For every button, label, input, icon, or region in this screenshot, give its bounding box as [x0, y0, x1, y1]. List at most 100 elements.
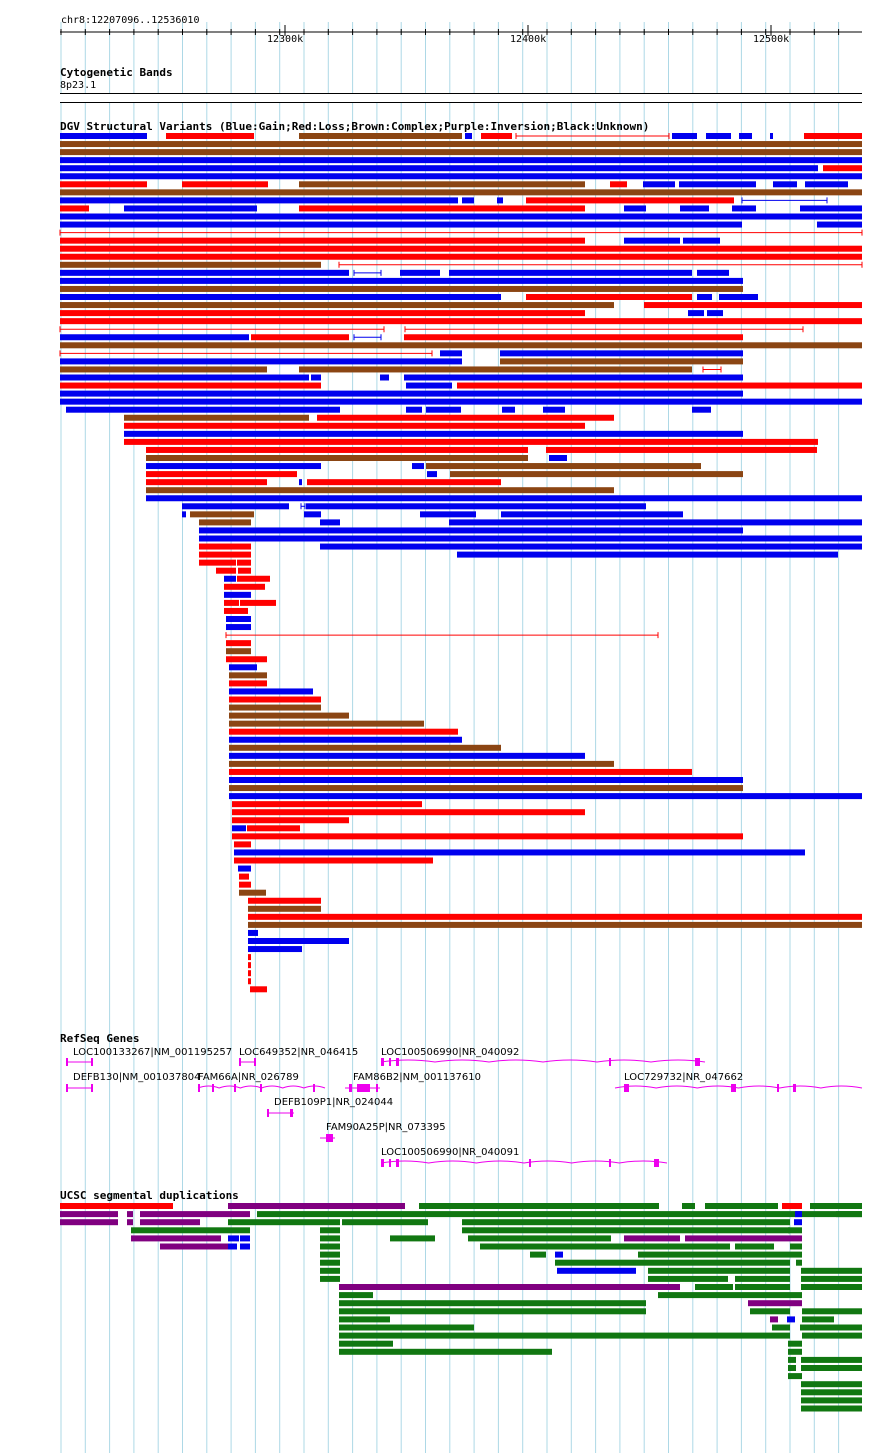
- segdup-feature[interactable]: [796, 1259, 802, 1266]
- dgv-variant[interactable]: [182, 181, 268, 188]
- gene-fam66a-exon[interactable]: [313, 1084, 315, 1092]
- segdup-feature[interactable]: [658, 1292, 802, 1299]
- dgv-variant[interactable]: [60, 342, 862, 349]
- dgv-variant[interactable]: [182, 503, 289, 510]
- dgv-variant[interactable]: [546, 446, 817, 453]
- refseq-gene-models[interactable]: [0, 1040, 890, 1190]
- segdup-feature[interactable]: [320, 1243, 340, 1250]
- dgv-track-title[interactable]: DGV Structural Variants (Blue:Gain;Red:L…: [60, 120, 650, 133]
- dgv-variant[interactable]: [124, 438, 818, 445]
- dgv-variant[interactable]: [199, 551, 251, 558]
- dgv-variant[interactable]: [683, 237, 720, 244]
- dgv-variant[interactable]: [307, 479, 501, 486]
- dgv-variant[interactable]: [549, 455, 567, 461]
- dgv-variant[interactable]: [226, 616, 251, 622]
- gene-label-loc649352[interactable]: LOC649352|NR_046415: [239, 1047, 359, 1058]
- dgv-variant[interactable]: [226, 648, 251, 655]
- segdup-feature[interactable]: [530, 1251, 546, 1258]
- gene-label-loc729732[interactable]: LOC729732|NR_047662: [624, 1072, 744, 1083]
- segdup-feature[interactable]: [240, 1235, 250, 1242]
- dgv-variant[interactable]: [697, 294, 712, 300]
- segdup-feature[interactable]: [342, 1219, 428, 1226]
- dgv-features[interactable]: [0, 128, 890, 1028]
- dgv-variant[interactable]: [299, 133, 462, 139]
- dgv-variant[interactable]: [481, 133, 512, 139]
- dgv-variant[interactable]: [237, 559, 251, 566]
- segdup-feature[interactable]: [810, 1203, 862, 1209]
- gene-loc100133267-exon[interactable]: [91, 1058, 93, 1066]
- dgv-variant[interactable]: [60, 382, 321, 389]
- dgv-variant[interactable]: [226, 656, 267, 663]
- segdup-feature[interactable]: [320, 1267, 340, 1274]
- dgv-variant[interactable]: [224, 607, 248, 614]
- gene-defb109p1-exon[interactable]: [267, 1109, 269, 1117]
- dgv-variant[interactable]: [60, 302, 614, 309]
- dgv-variant[interactable]: [426, 463, 701, 470]
- dgv-variant[interactable]: [610, 181, 627, 188]
- segdup-feature[interactable]: [836, 1211, 862, 1218]
- dgv-variant[interactable]: [190, 511, 254, 518]
- segdup-feature[interactable]: [339, 1324, 474, 1331]
- dgv-variant[interactable]: [60, 197, 458, 204]
- dgv-variant[interactable]: [449, 269, 692, 276]
- segdup-feature[interactable]: [770, 1316, 778, 1323]
- dgv-variant[interactable]: [248, 929, 258, 936]
- dgv-variant[interactable]: [320, 519, 340, 526]
- segdup-feature[interactable]: [795, 1211, 802, 1218]
- segdup-feature[interactable]: [695, 1284, 733, 1290]
- segdup-feature[interactable]: [131, 1227, 250, 1234]
- dgv-variant[interactable]: [672, 133, 697, 139]
- segdup-feature[interactable]: [320, 1227, 340, 1234]
- gene-fam66a-exon[interactable]: [260, 1084, 262, 1092]
- segdup-feature[interactable]: [555, 1259, 790, 1266]
- dgv-variant[interactable]: [380, 374, 389, 381]
- dgv-variant[interactable]: [240, 599, 276, 606]
- dgv-variant[interactable]: [248, 938, 349, 944]
- dgv-variant[interactable]: [239, 889, 266, 896]
- dgv-variant[interactable]: [232, 809, 585, 816]
- segdup-feature[interactable]: [801, 1381, 862, 1388]
- dgv-variant[interactable]: [229, 760, 614, 767]
- dgv-variant[interactable]: [688, 310, 704, 317]
- segdup-feature[interactable]: [735, 1243, 774, 1250]
- dgv-variant[interactable]: [124, 414, 309, 421]
- dgv-variant[interactable]: [800, 205, 862, 212]
- segdup-feature[interactable]: [140, 1211, 250, 1218]
- dgv-variant[interactable]: [823, 165, 862, 172]
- segdup-feature[interactable]: [787, 1316, 795, 1323]
- dgv-variant[interactable]: [229, 672, 267, 679]
- dgv-variant[interactable]: [60, 253, 862, 260]
- gene-defb130-exon[interactable]: [91, 1084, 93, 1092]
- segdup-feature[interactable]: [131, 1235, 221, 1242]
- gene-loc100506990-b-exon[interactable]: [654, 1159, 659, 1167]
- gene-loc100506990-b-exon[interactable]: [389, 1159, 391, 1167]
- dgv-variant[interactable]: [449, 519, 862, 526]
- dgv-variant[interactable]: [60, 205, 89, 212]
- segdup-feature[interactable]: [257, 1211, 862, 1218]
- segdup-feature[interactable]: [462, 1227, 790, 1234]
- dgv-variant[interactable]: [60, 189, 862, 196]
- dgv-variant[interactable]: [229, 793, 862, 800]
- segdup-feature[interactable]: [60, 1219, 118, 1226]
- segdup-feature[interactable]: [685, 1235, 802, 1242]
- dgv-variant[interactable]: [404, 334, 743, 341]
- gene-loc100506990-a-intron[interactable]: [380, 1059, 706, 1063]
- dgv-variant[interactable]: [404, 374, 743, 381]
- dgv-variant[interactable]: [817, 221, 862, 228]
- dgv-variant[interactable]: [60, 133, 147, 139]
- dgv-variant[interactable]: [248, 913, 862, 920]
- dgv-variant[interactable]: [60, 366, 267, 373]
- gene-fam86b2-exon[interactable]: [357, 1084, 370, 1092]
- segdup-feature[interactable]: [60, 1211, 118, 1218]
- dgv-variant[interactable]: [60, 141, 862, 148]
- gene-fam66a-exon[interactable]: [234, 1084, 236, 1092]
- dgv-variant[interactable]: [804, 133, 862, 139]
- dgv-variant[interactable]: [719, 294, 758, 300]
- dgv-variant[interactable]: [60, 310, 585, 317]
- segdup-feature[interactable]: [228, 1203, 405, 1209]
- dgv-variant[interactable]: [465, 133, 472, 139]
- gene-loc729732-exon[interactable]: [777, 1084, 779, 1092]
- dgv-variant[interactable]: [250, 986, 267, 993]
- segdup-feature[interactable]: [801, 1405, 862, 1412]
- dgv-variant[interactable]: [248, 978, 251, 985]
